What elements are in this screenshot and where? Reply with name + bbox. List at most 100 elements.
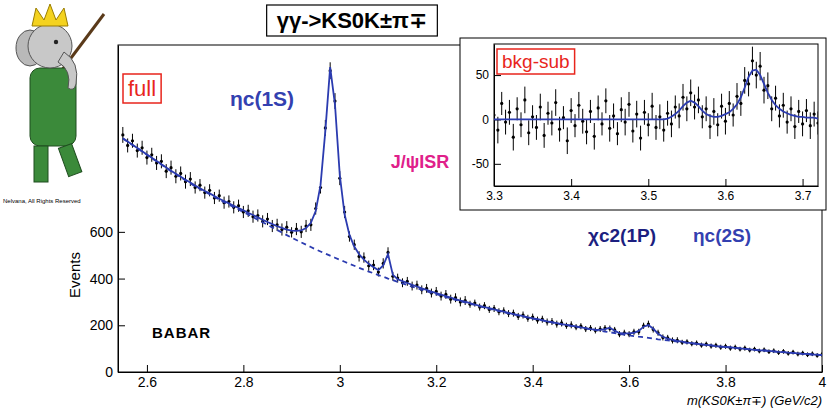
x-tick-mark [629,365,630,372]
data-point [751,59,754,62]
data-point [793,125,796,128]
data-point [716,123,719,126]
data-point [585,130,588,133]
data-point [570,109,573,112]
y-tick-label: 0 [482,113,489,127]
data-point [218,194,221,197]
data-point [674,105,677,108]
data-point [608,127,611,130]
data-point [739,102,742,105]
x-tick-mark [243,365,244,372]
data-point [141,146,144,149]
data-point [169,166,172,169]
y-axis: 0 200 400 600 [90,46,125,380]
y-tick-label: 200 [90,317,114,333]
data-point [732,113,735,116]
data-point [797,110,800,113]
y-tick: 600 [90,224,125,240]
data-point [720,105,723,108]
data-point [678,114,681,117]
label-box [497,49,575,74]
x-axis: 2.62.833.23.43.63.84 [119,365,827,390]
data-point [724,120,727,123]
data-point [805,109,808,112]
x-tick-mark [822,365,823,372]
data-point [681,96,684,99]
data-point [631,129,634,132]
y-tick-label: 600 [90,224,114,240]
data-point [685,107,688,110]
data-point [550,121,553,124]
y-tick-mark [494,164,501,165]
data-point [697,98,700,101]
x-tick-mark [648,179,649,186]
data-point [189,177,192,180]
data-point [755,73,758,76]
y-tick: 200 [90,317,125,333]
x-tick-label: 3.6 [718,189,735,203]
y-tick: -50 [472,157,501,171]
x-tick: 3 [336,365,344,390]
data-point [816,121,818,124]
x-tick-mark [803,179,804,186]
data-point [531,115,534,118]
y-tick-mark [118,325,125,326]
x-tick: 3.8 [716,365,736,390]
data-point [543,134,546,137]
data-point [512,136,515,139]
y-tick-mark [118,232,125,233]
data-point [635,113,638,116]
data-point [179,172,182,175]
mascot-crown [32,4,68,26]
x-tick: 3.2 [427,365,447,390]
y-tick-label: -50 [472,157,490,171]
data-point [786,121,789,124]
y-tick-mark [118,279,125,280]
x-tick-mark [571,179,572,186]
x-tick: 3.4 [563,179,580,203]
data-point [519,123,522,126]
x-tick-label: 3.4 [523,374,543,390]
x-tick-label: 3.2 [427,374,447,390]
y-axis-title: Events [66,252,83,298]
y-tick-label: 0 [105,364,113,380]
data-point [708,125,711,128]
data-point [516,107,519,110]
y-tick: 400 [90,271,125,287]
mascot [16,4,104,182]
fit-curve [494,70,818,120]
data-point [150,153,153,156]
data-point [624,121,627,124]
title-box [267,5,438,36]
mascot-trunk [58,52,77,89]
x-tick: 2.8 [234,365,254,390]
annotation: ηc(2S) [693,225,751,246]
data-point [523,98,526,101]
data-point [809,124,812,127]
annotation: ηc(1S) [230,87,294,110]
data-point [558,128,561,131]
mascot-leg [58,144,81,177]
data-point [743,79,746,82]
x-tick: 3.6 [620,365,640,390]
x-tick-label: 3.4 [563,189,580,203]
data-point [554,101,557,104]
data-point [600,122,603,125]
mascot-leg [34,146,48,182]
data-point [747,82,750,85]
data-point [577,104,580,107]
y-tick-mark [118,372,125,373]
label-box [123,74,161,103]
annotation: χc2(1P) [588,225,656,246]
data-point [651,105,654,108]
data-point [593,135,596,138]
x-tick-label: 2.8 [234,374,254,390]
data-point [604,99,607,102]
data-point [266,217,269,220]
x-tick-label: 3 [336,374,344,390]
x-tick-mark [725,179,726,186]
data-point [597,106,600,109]
x-tick-label: 3.5 [640,189,657,203]
x-tick-label: 3.6 [620,374,640,390]
data-point [627,103,630,106]
